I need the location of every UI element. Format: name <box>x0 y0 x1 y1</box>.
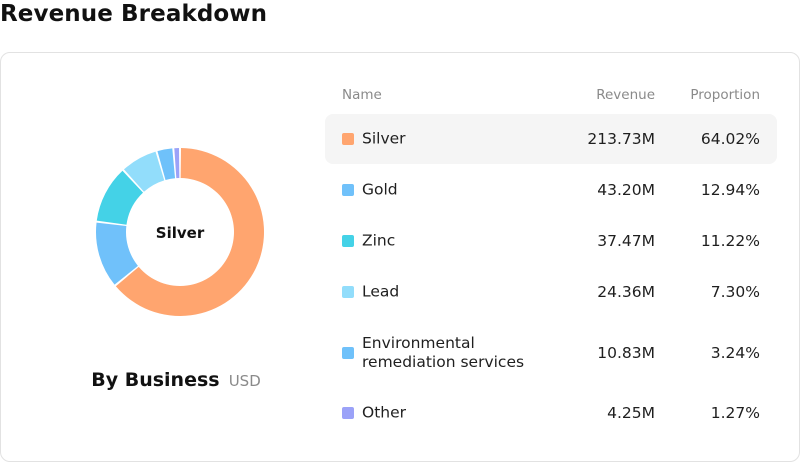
row-name: Other <box>362 403 407 422</box>
row-revenue: 213.73M <box>587 130 655 148</box>
revenue-card: Silver By Business USD Name Revenue Prop… <box>0 52 800 462</box>
row-proportion: 7.30% <box>710 283 760 301</box>
donut-slice-gold[interactable] <box>96 222 138 285</box>
donut-slice-lead[interactable] <box>123 151 165 192</box>
chart-caption: By Business USD <box>1 369 351 391</box>
donut-slice-other[interactable] <box>174 148 180 179</box>
row-swatch <box>342 133 354 145</box>
table-row[interactable]: Silver 213.73M 64.02% <box>325 114 777 164</box>
row-proportion: 12.94% <box>700 181 760 199</box>
row-name: Lead <box>362 282 400 301</box>
row-proportion: 1.27% <box>710 404 760 422</box>
table-row[interactable]: Environmental remediation services 10.83… <box>325 318 777 388</box>
row-revenue: 4.25M <box>607 404 655 422</box>
row-name: Environmental remediation services <box>362 334 525 371</box>
donut-center-label: Silver <box>155 224 205 242</box>
donut-chart[interactable] <box>95 147 265 317</box>
row-swatch <box>342 407 354 419</box>
page-title: Revenue Breakdown <box>0 1 268 27</box>
chart-caption-title: By Business <box>91 369 220 391</box>
header-proportion: Proportion <box>690 87 760 103</box>
table-row[interactable]: Lead 24.36M 7.30% <box>325 267 777 317</box>
table-header: Name Revenue Proportion <box>325 87 777 107</box>
row-swatch <box>342 286 354 298</box>
table-row[interactable]: Zinc 37.47M 11.22% <box>325 216 777 266</box>
row-name: Zinc <box>362 231 396 250</box>
row-proportion: 3.24% <box>710 344 760 362</box>
header-revenue: Revenue <box>596 87 655 103</box>
row-proportion: 64.02% <box>700 130 760 148</box>
chart-caption-unit: USD <box>228 372 261 390</box>
row-revenue: 43.20M <box>597 181 655 199</box>
row-name: Gold <box>362 180 398 199</box>
donut-slice-zinc[interactable] <box>96 170 144 225</box>
donut-slice-silver[interactable] <box>115 148 264 316</box>
row-swatch <box>342 347 354 359</box>
table-row[interactable]: Other 4.25M 1.27% <box>325 388 777 438</box>
row-swatch <box>342 184 354 196</box>
row-revenue: 37.47M <box>597 232 655 250</box>
row-proportion: 11.22% <box>700 232 760 250</box>
header-name: Name <box>342 87 382 103</box>
row-revenue: 24.36M <box>597 283 655 301</box>
donut-slice-environmental-remediation-services[interactable] <box>157 148 176 180</box>
row-swatch <box>342 235 354 247</box>
table-row[interactable]: Gold 43.20M 12.94% <box>325 165 777 215</box>
row-revenue: 10.83M <box>597 344 655 362</box>
row-name: Silver <box>362 129 406 148</box>
